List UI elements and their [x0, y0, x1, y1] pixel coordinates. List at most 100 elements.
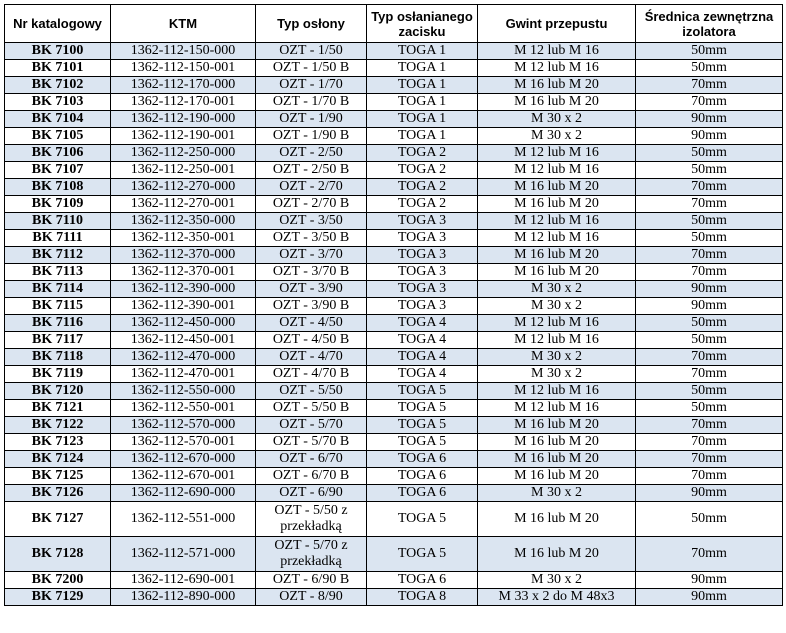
- cell-nr-katalogowy: BK 7106: [4, 144, 111, 162]
- cell-srednica: 70mm: [635, 76, 783, 94]
- cell-srednica: 50mm: [635, 161, 783, 179]
- cell-nr-katalogowy: BK 7123: [4, 433, 111, 451]
- cell-srednica: 70mm: [635, 450, 783, 468]
- cell-gwint: M 16 lub M 20: [477, 501, 636, 537]
- cell-ktm: 1362-112-350-001: [110, 229, 256, 247]
- cell-gwint: M 30 x 2: [477, 127, 636, 145]
- cell-srednica: 70mm: [635, 178, 783, 196]
- cell-srednica: 70mm: [635, 416, 783, 434]
- cell-typ-zacisku: TOGA 2: [366, 144, 478, 162]
- cell-typ-oslony: OZT - 1/50: [255, 42, 367, 60]
- cell-gwint: M 30 x 2: [477, 297, 636, 315]
- cell-gwint: M 12 lub M 16: [477, 229, 636, 247]
- cell-typ-oslony: OZT - 8/90: [255, 588, 367, 606]
- cell-srednica: 70mm: [635, 365, 783, 383]
- catalog-table: Nr katalogowy KTM Typ osłony Typ osłania…: [4, 4, 783, 606]
- cell-nr-katalogowy: BK 7128: [4, 536, 111, 572]
- cell-srednica: 90mm: [635, 571, 783, 589]
- cell-typ-oslony: OZT - 5/50: [255, 382, 367, 400]
- cell-typ-zacisku: TOGA 5: [366, 501, 478, 537]
- cell-nr-katalogowy: BK 7102: [4, 76, 111, 94]
- cell-typ-oslony: OZT - 3/90: [255, 280, 367, 298]
- cell-typ-zacisku: TOGA 1: [366, 110, 478, 128]
- cell-ktm: 1362-112-390-001: [110, 297, 256, 315]
- cell-nr-katalogowy: BK 7110: [4, 212, 111, 230]
- cell-gwint: M 16 lub M 20: [477, 467, 636, 485]
- table-row: BK 7123 1362-112-570-001 OZT - 5/70 B TOGA …: [4, 433, 783, 451]
- cell-typ-zacisku: TOGA 3: [366, 212, 478, 230]
- header-srednica-izolatora: Średnica zewnętrzna izolatora: [635, 4, 783, 43]
- cell-typ-zacisku: TOGA 5: [366, 433, 478, 451]
- cell-typ-zacisku: TOGA 4: [366, 314, 478, 332]
- cell-nr-katalogowy: BK 7114: [4, 280, 111, 298]
- cell-srednica: 50mm: [635, 314, 783, 332]
- cell-gwint: M 12 lub M 16: [477, 314, 636, 332]
- cell-typ-oslony: OZT - 1/70 B: [255, 93, 367, 111]
- cell-typ-oslony: OZT - 1/90 B: [255, 127, 367, 145]
- cell-srednica: 70mm: [635, 536, 783, 572]
- cell-typ-oslony: OZT - 1/50 B: [255, 59, 367, 77]
- cell-gwint: M 16 lub M 20: [477, 195, 636, 213]
- cell-srednica: 50mm: [635, 144, 783, 162]
- cell-ktm: 1362-112-570-000: [110, 416, 256, 434]
- cell-ktm: 1362-112-890-000: [110, 588, 256, 606]
- cell-srednica: 70mm: [635, 348, 783, 366]
- cell-srednica: 50mm: [635, 42, 783, 60]
- cell-typ-oslony: OZT - 5/50 B: [255, 399, 367, 417]
- cell-typ-oslony: OZT - 5/70: [255, 416, 367, 434]
- cell-gwint: M 12 lub M 16: [477, 59, 636, 77]
- cell-ktm: 1362-112-190-001: [110, 127, 256, 145]
- cell-typ-oslony: OZT - 5/70 z przekładką: [255, 536, 367, 572]
- cell-ktm: 1362-112-250-000: [110, 144, 256, 162]
- cell-typ-zacisku: TOGA 6: [366, 484, 478, 502]
- cell-ktm: 1362-112-470-001: [110, 365, 256, 383]
- cell-nr-katalogowy: BK 7109: [4, 195, 111, 213]
- cell-nr-katalogowy: BK 7125: [4, 467, 111, 485]
- header-ktm: KTM: [110, 4, 256, 43]
- cell-typ-oslony: OZT - 3/70: [255, 246, 367, 264]
- table-row: BK 7117 1362-112-450-001 OZT - 4/50 B TOGA …: [4, 331, 783, 349]
- cell-nr-katalogowy: BK 7112: [4, 246, 111, 264]
- cell-ktm: 1362-112-550-000: [110, 382, 256, 400]
- table-row: BK 7200 1362-112-690-001 OZT - 6/90 B TOGA …: [4, 571, 783, 589]
- table-row: BK 7103 1362-112-170-001 OZT - 1/70 B TOGA …: [4, 93, 783, 111]
- cell-gwint: M 16 lub M 20: [477, 263, 636, 281]
- cell-srednica: 50mm: [635, 399, 783, 417]
- cell-nr-katalogowy: BK 7120: [4, 382, 111, 400]
- cell-srednica: 90mm: [635, 110, 783, 128]
- cell-gwint: M 16 lub M 20: [477, 178, 636, 196]
- cell-typ-oslony: OZT - 3/90 B: [255, 297, 367, 315]
- cell-ktm: 1362-112-170-000: [110, 76, 256, 94]
- cell-typ-oslony: OZT - 3/70 B: [255, 263, 367, 281]
- cell-srednica: 70mm: [635, 246, 783, 264]
- table-row: BK 7111 1362-112-350-001 OZT - 3/50 B TOGA …: [4, 229, 783, 247]
- cell-srednica: 70mm: [635, 433, 783, 451]
- cell-typ-zacisku: TOGA 3: [366, 229, 478, 247]
- cell-gwint: M 16 lub M 20: [477, 536, 636, 572]
- cell-ktm: 1362-112-690-000: [110, 484, 256, 502]
- cell-typ-oslony: OZT - 2/50: [255, 144, 367, 162]
- cell-nr-katalogowy: BK 7111: [4, 229, 111, 247]
- cell-nr-katalogowy: BK 7124: [4, 450, 111, 468]
- cell-ktm: 1362-112-150-001: [110, 59, 256, 77]
- cell-typ-zacisku: TOGA 3: [366, 280, 478, 298]
- cell-typ-oslony: OZT - 6/70 B: [255, 467, 367, 485]
- cell-nr-katalogowy: BK 7101: [4, 59, 111, 77]
- cell-srednica: 70mm: [635, 195, 783, 213]
- cell-srednica: 90mm: [635, 127, 783, 145]
- cell-typ-zacisku: TOGA 1: [366, 76, 478, 94]
- cell-gwint: M 33 x 2 do M 48x3: [477, 588, 636, 606]
- cell-typ-zacisku: TOGA 6: [366, 571, 478, 589]
- cell-typ-zacisku: TOGA 1: [366, 127, 478, 145]
- cell-gwint: M 12 lub M 16: [477, 42, 636, 60]
- table-row: BK 7125 1362-112-670-001 OZT - 6/70 B TOGA …: [4, 467, 783, 485]
- cell-typ-oslony: OZT - 3/50: [255, 212, 367, 230]
- table-row: BK 7101 1362-112-150-001 OZT - 1/50 B TOGA …: [4, 59, 783, 77]
- cell-srednica: 50mm: [635, 501, 783, 537]
- cell-gwint: M 30 x 2: [477, 280, 636, 298]
